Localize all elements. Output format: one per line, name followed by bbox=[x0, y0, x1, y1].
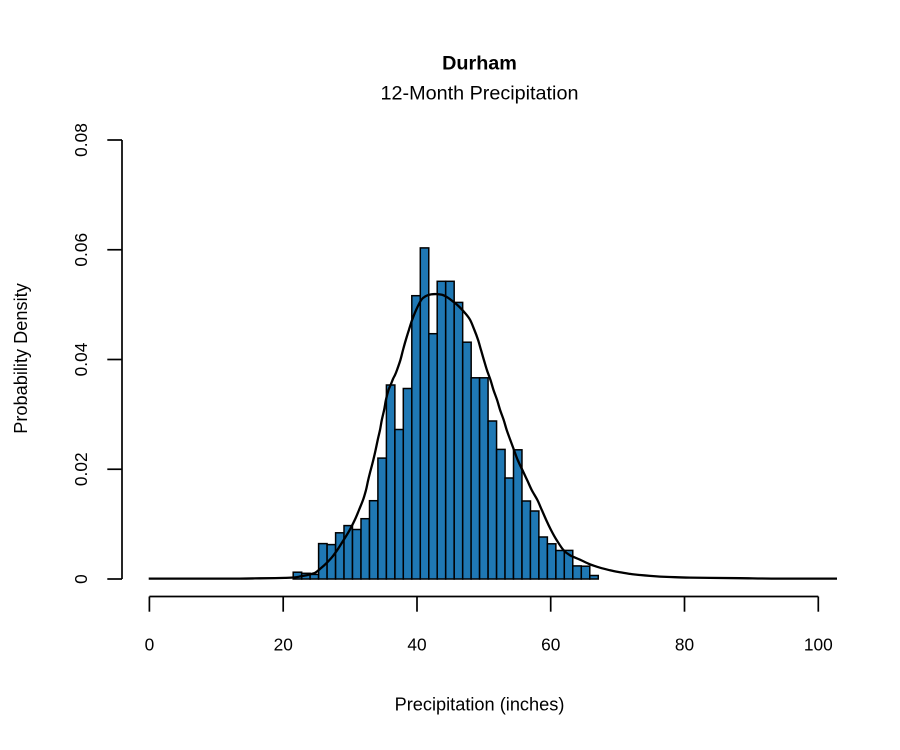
svg-text:Precipitation (inches): Precipitation (inches) bbox=[395, 695, 565, 715]
svg-text:0: 0 bbox=[145, 635, 155, 655]
svg-text:0.04: 0.04 bbox=[71, 342, 91, 376]
svg-text:12-Month Precipitation: 12-Month Precipitation bbox=[381, 82, 579, 104]
svg-text:40: 40 bbox=[407, 635, 426, 655]
svg-text:0: 0 bbox=[71, 574, 91, 584]
svg-text:0.06: 0.06 bbox=[71, 233, 91, 267]
svg-text:Probability Density: Probability Density bbox=[11, 282, 31, 434]
svg-text:100: 100 bbox=[804, 635, 833, 655]
svg-text:0.02: 0.02 bbox=[71, 452, 91, 486]
svg-text:60: 60 bbox=[541, 635, 560, 655]
svg-text:80: 80 bbox=[675, 635, 694, 655]
svg-text:20: 20 bbox=[274, 635, 293, 655]
svg-text:0.08: 0.08 bbox=[71, 123, 91, 157]
svg-text:Durham: Durham bbox=[442, 53, 517, 75]
